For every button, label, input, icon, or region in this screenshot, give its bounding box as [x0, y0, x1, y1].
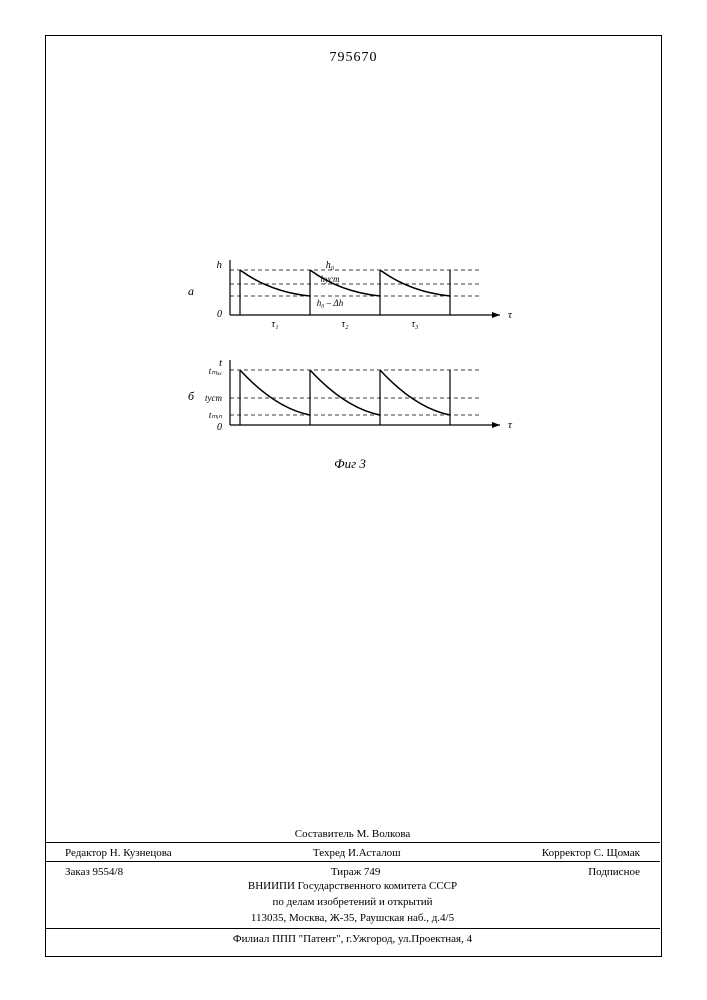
corrector: Корректор С. Щомак	[542, 847, 640, 859]
figure-caption: Фиг 3	[180, 456, 520, 472]
h0-label: h₀	[326, 260, 335, 271]
tau2: τ₂	[341, 319, 349, 330]
diagram-b-label: б	[188, 389, 195, 403]
diagram-b: t tₘₐₓ tуcт tₘᵢₙ 0 τ б	[180, 360, 520, 450]
tmin-label: tₘᵢₙ	[209, 410, 223, 420]
org-line1: ВНИИПИ Государственного комитета СССР	[45, 880, 660, 892]
origin-b: 0	[217, 422, 222, 433]
footer: Составитель М. Волкова Редактор Н. Кузне…	[45, 828, 660, 945]
tmax-label: tₘₐₓ	[209, 366, 223, 376]
origin-a: 0	[217, 309, 222, 320]
h0-dh-label: h₀ – Δh	[317, 298, 344, 308]
x-axis-b: τ	[508, 419, 513, 431]
figure-3: h h₀ hуcт h₀ – Δh 0 τ₁ τ₂ τ₃ τ а t tₘₐₓ …	[180, 260, 520, 472]
tau1: τ₁	[271, 319, 278, 330]
y-axis-label: h	[217, 260, 223, 271]
org-line2: по делам изобретений и открытий	[45, 896, 660, 908]
x-axis-a: τ	[508, 309, 513, 321]
tirage: Тираж 749	[331, 866, 381, 878]
document-number: 795670	[0, 50, 707, 66]
compiler: Составитель М. Волкова	[45, 828, 660, 840]
subscription: Подписное	[588, 866, 640, 878]
diagram-a: h h₀ hуcт h₀ – Δh 0 τ₁ τ₂ τ₃ τ а	[180, 260, 520, 340]
tust-label: tуcт	[205, 393, 222, 403]
branch: Филиал ППП "Патент", г.Ужгород, ул.Проек…	[45, 928, 660, 945]
h-ust-label: hуcт	[321, 274, 340, 284]
page-border	[45, 35, 662, 957]
techred: Техред И.Асталош	[313, 847, 401, 859]
editor: Редактор Н. Кузнецова	[65, 847, 172, 859]
tau3: τ₃	[411, 319, 419, 330]
order-number: Заказ 9554/8	[65, 866, 123, 878]
address: 113035, Москва, Ж-35, Раушская наб., д.4…	[45, 912, 660, 924]
diagram-a-label: а	[188, 284, 194, 298]
